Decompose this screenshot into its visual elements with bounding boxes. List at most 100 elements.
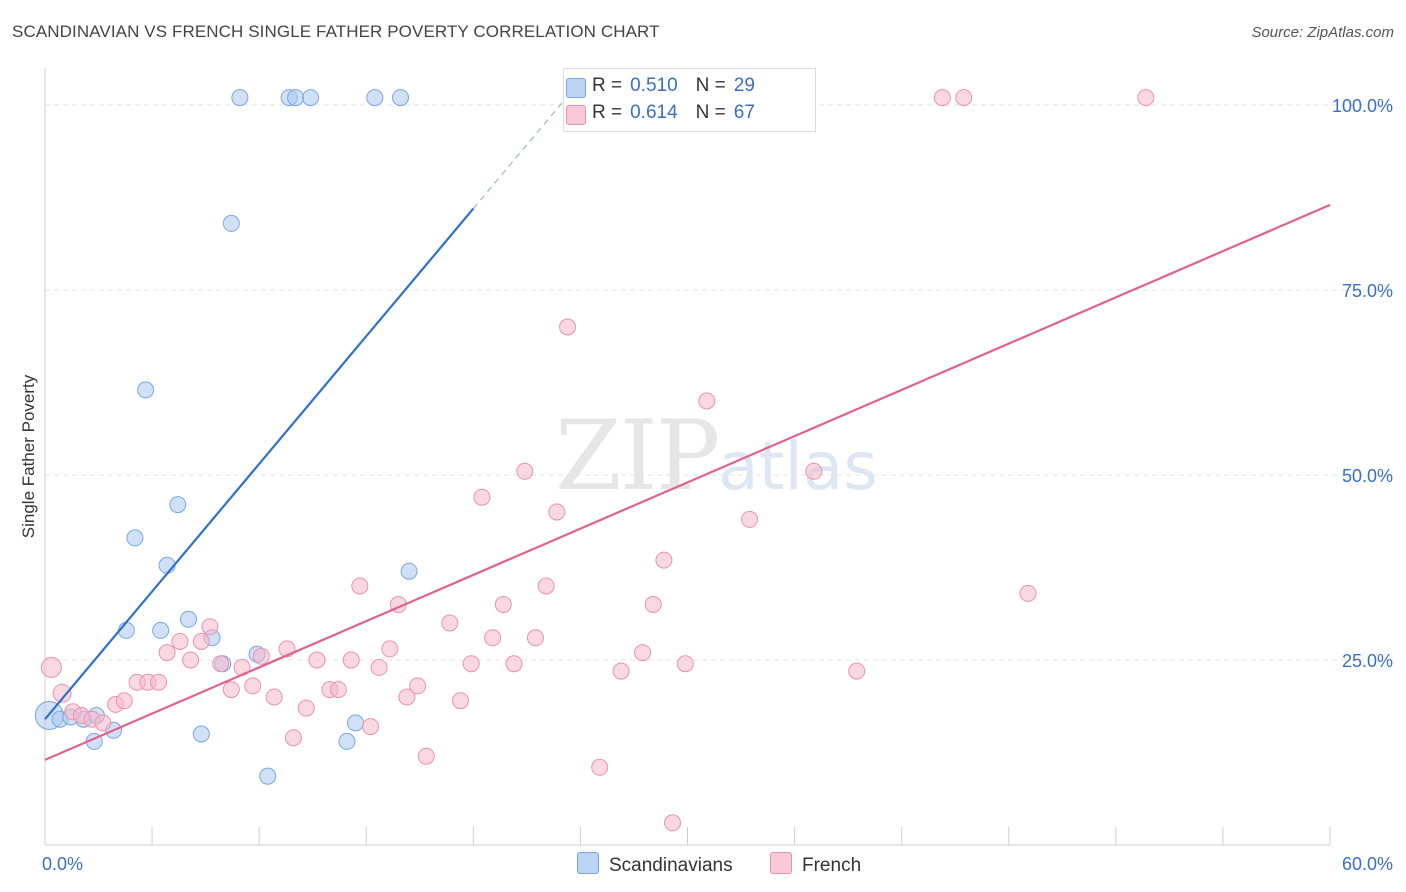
scandinavian-point: [259, 767, 277, 785]
french-point: [644, 596, 662, 613]
legend-n-label: N =: [695, 75, 726, 96]
french-point: [284, 729, 302, 747]
legend-n-value: 29: [733, 75, 755, 96]
legend-swatch-blue: [566, 78, 586, 98]
scandinavian-point: [400, 562, 418, 580]
watermark: ZIPatlas: [555, 400, 878, 512]
french-point: [955, 89, 973, 107]
french-point: [115, 692, 133, 710]
french-point: [417, 747, 435, 765]
french-point: [351, 577, 369, 595]
french-point: [308, 651, 326, 669]
scandinavian-point: [126, 529, 144, 547]
legend-label-french: French: [802, 855, 862, 876]
french-point: [848, 662, 866, 680]
scandinavian-point: [222, 214, 240, 232]
watermark-atlas: atlas: [718, 428, 878, 505]
french-point: [462, 655, 480, 673]
legend-n-value: 67: [733, 102, 755, 123]
scandinavian-point: [231, 89, 249, 107]
french-point: [441, 614, 459, 632]
legend-r-label: R =: [592, 102, 623, 123]
french-point: [222, 681, 240, 699]
legend-item-scandinavians[interactable]: Scandinavians: [577, 852, 733, 877]
scandinavian-point: [179, 610, 197, 628]
x-tick-label: 0.0%: [42, 854, 83, 874]
scandinavian-trend-line: [44, 207, 475, 720]
watermark-zip: ZIP: [555, 400, 720, 512]
french-point: [505, 655, 523, 673]
scandinavian-point: [392, 89, 410, 107]
french-point: [381, 640, 399, 658]
french-point: [741, 510, 759, 528]
scandinavian-point: [192, 725, 210, 743]
french-point: [201, 618, 219, 636]
french-point: [484, 629, 502, 647]
legend-item-french[interactable]: French: [770, 852, 861, 877]
legend-row-french: R = 0.614 N = 67: [566, 102, 755, 126]
y-axis-label: Single Father Poverty: [19, 374, 38, 538]
french-point: [516, 462, 534, 480]
french-trend-line: [44, 203, 1331, 761]
scandinavian-point: [152, 621, 170, 639]
legend-r-value: 0.510: [630, 75, 678, 96]
french-point: [409, 677, 427, 695]
legend-row-scandinavians: R = 0.510 N = 29: [566, 75, 755, 99]
french-point: [297, 699, 315, 717]
french-point: [171, 633, 189, 650]
french-point: [805, 462, 823, 480]
legend-swatch-pink: [566, 105, 586, 125]
french-point: [52, 683, 72, 703]
scandinavian-point: [366, 89, 384, 107]
french-point: [451, 692, 469, 710]
french-point: [933, 89, 951, 107]
french-point: [362, 718, 380, 736]
french-point: [655, 551, 673, 569]
french-point: [537, 577, 555, 595]
french-point: [1137, 89, 1155, 107]
french-point: [342, 651, 360, 669]
french-point: [634, 644, 652, 662]
source-label: Source: ZipAtlas.com: [1251, 24, 1394, 41]
french-point: [664, 814, 682, 832]
x-tick-label: 60.0%: [1342, 854, 1393, 874]
french-point: [244, 677, 262, 695]
french-point: [1019, 584, 1037, 602]
french-point: [252, 647, 270, 665]
french-point: [192, 633, 210, 650]
french-point: [559, 318, 577, 336]
scandinavian-point: [137, 381, 155, 399]
series-legend: Scandinavians French: [0, 852, 1406, 878]
french-point: [676, 655, 694, 673]
french-point: [212, 655, 230, 673]
y-tick-label: 100.0%: [1332, 96, 1393, 116]
french-point: [473, 488, 491, 506]
legend-r-label: R =: [592, 75, 623, 96]
french-point: [494, 596, 512, 613]
french-point: [150, 673, 168, 691]
y-tick-label: 50.0%: [1342, 466, 1393, 486]
correlation-legend: R = 0.510 N = 29 R = 0.614 N = 67: [563, 68, 816, 132]
scandinavian-point: [158, 556, 176, 574]
french-point: [398, 688, 416, 706]
french-point: [591, 758, 609, 776]
scandinavian-point: [302, 89, 320, 107]
french-point: [370, 658, 388, 676]
french-point: [94, 714, 112, 732]
french-point: [158, 644, 176, 662]
scandinavian-point: [169, 496, 187, 514]
french-point: [612, 662, 630, 680]
french-point: [40, 656, 62, 678]
french-point: [548, 503, 566, 521]
scandinavian-point: [338, 732, 356, 750]
legend-label-scandinavians: Scandinavians: [609, 855, 733, 876]
chart-title: SCANDINAVIAN VS FRENCH SINGLE FATHER POV…: [12, 22, 660, 41]
y-tick-label: 75.0%: [1342, 281, 1393, 301]
scandinavian-point: [287, 89, 305, 107]
french-point: [329, 681, 347, 699]
scandinavian-point: [347, 714, 365, 732]
legend-swatch-scandinavians: [577, 852, 599, 874]
french-point: [526, 629, 544, 647]
legend-swatch-french: [770, 852, 792, 874]
